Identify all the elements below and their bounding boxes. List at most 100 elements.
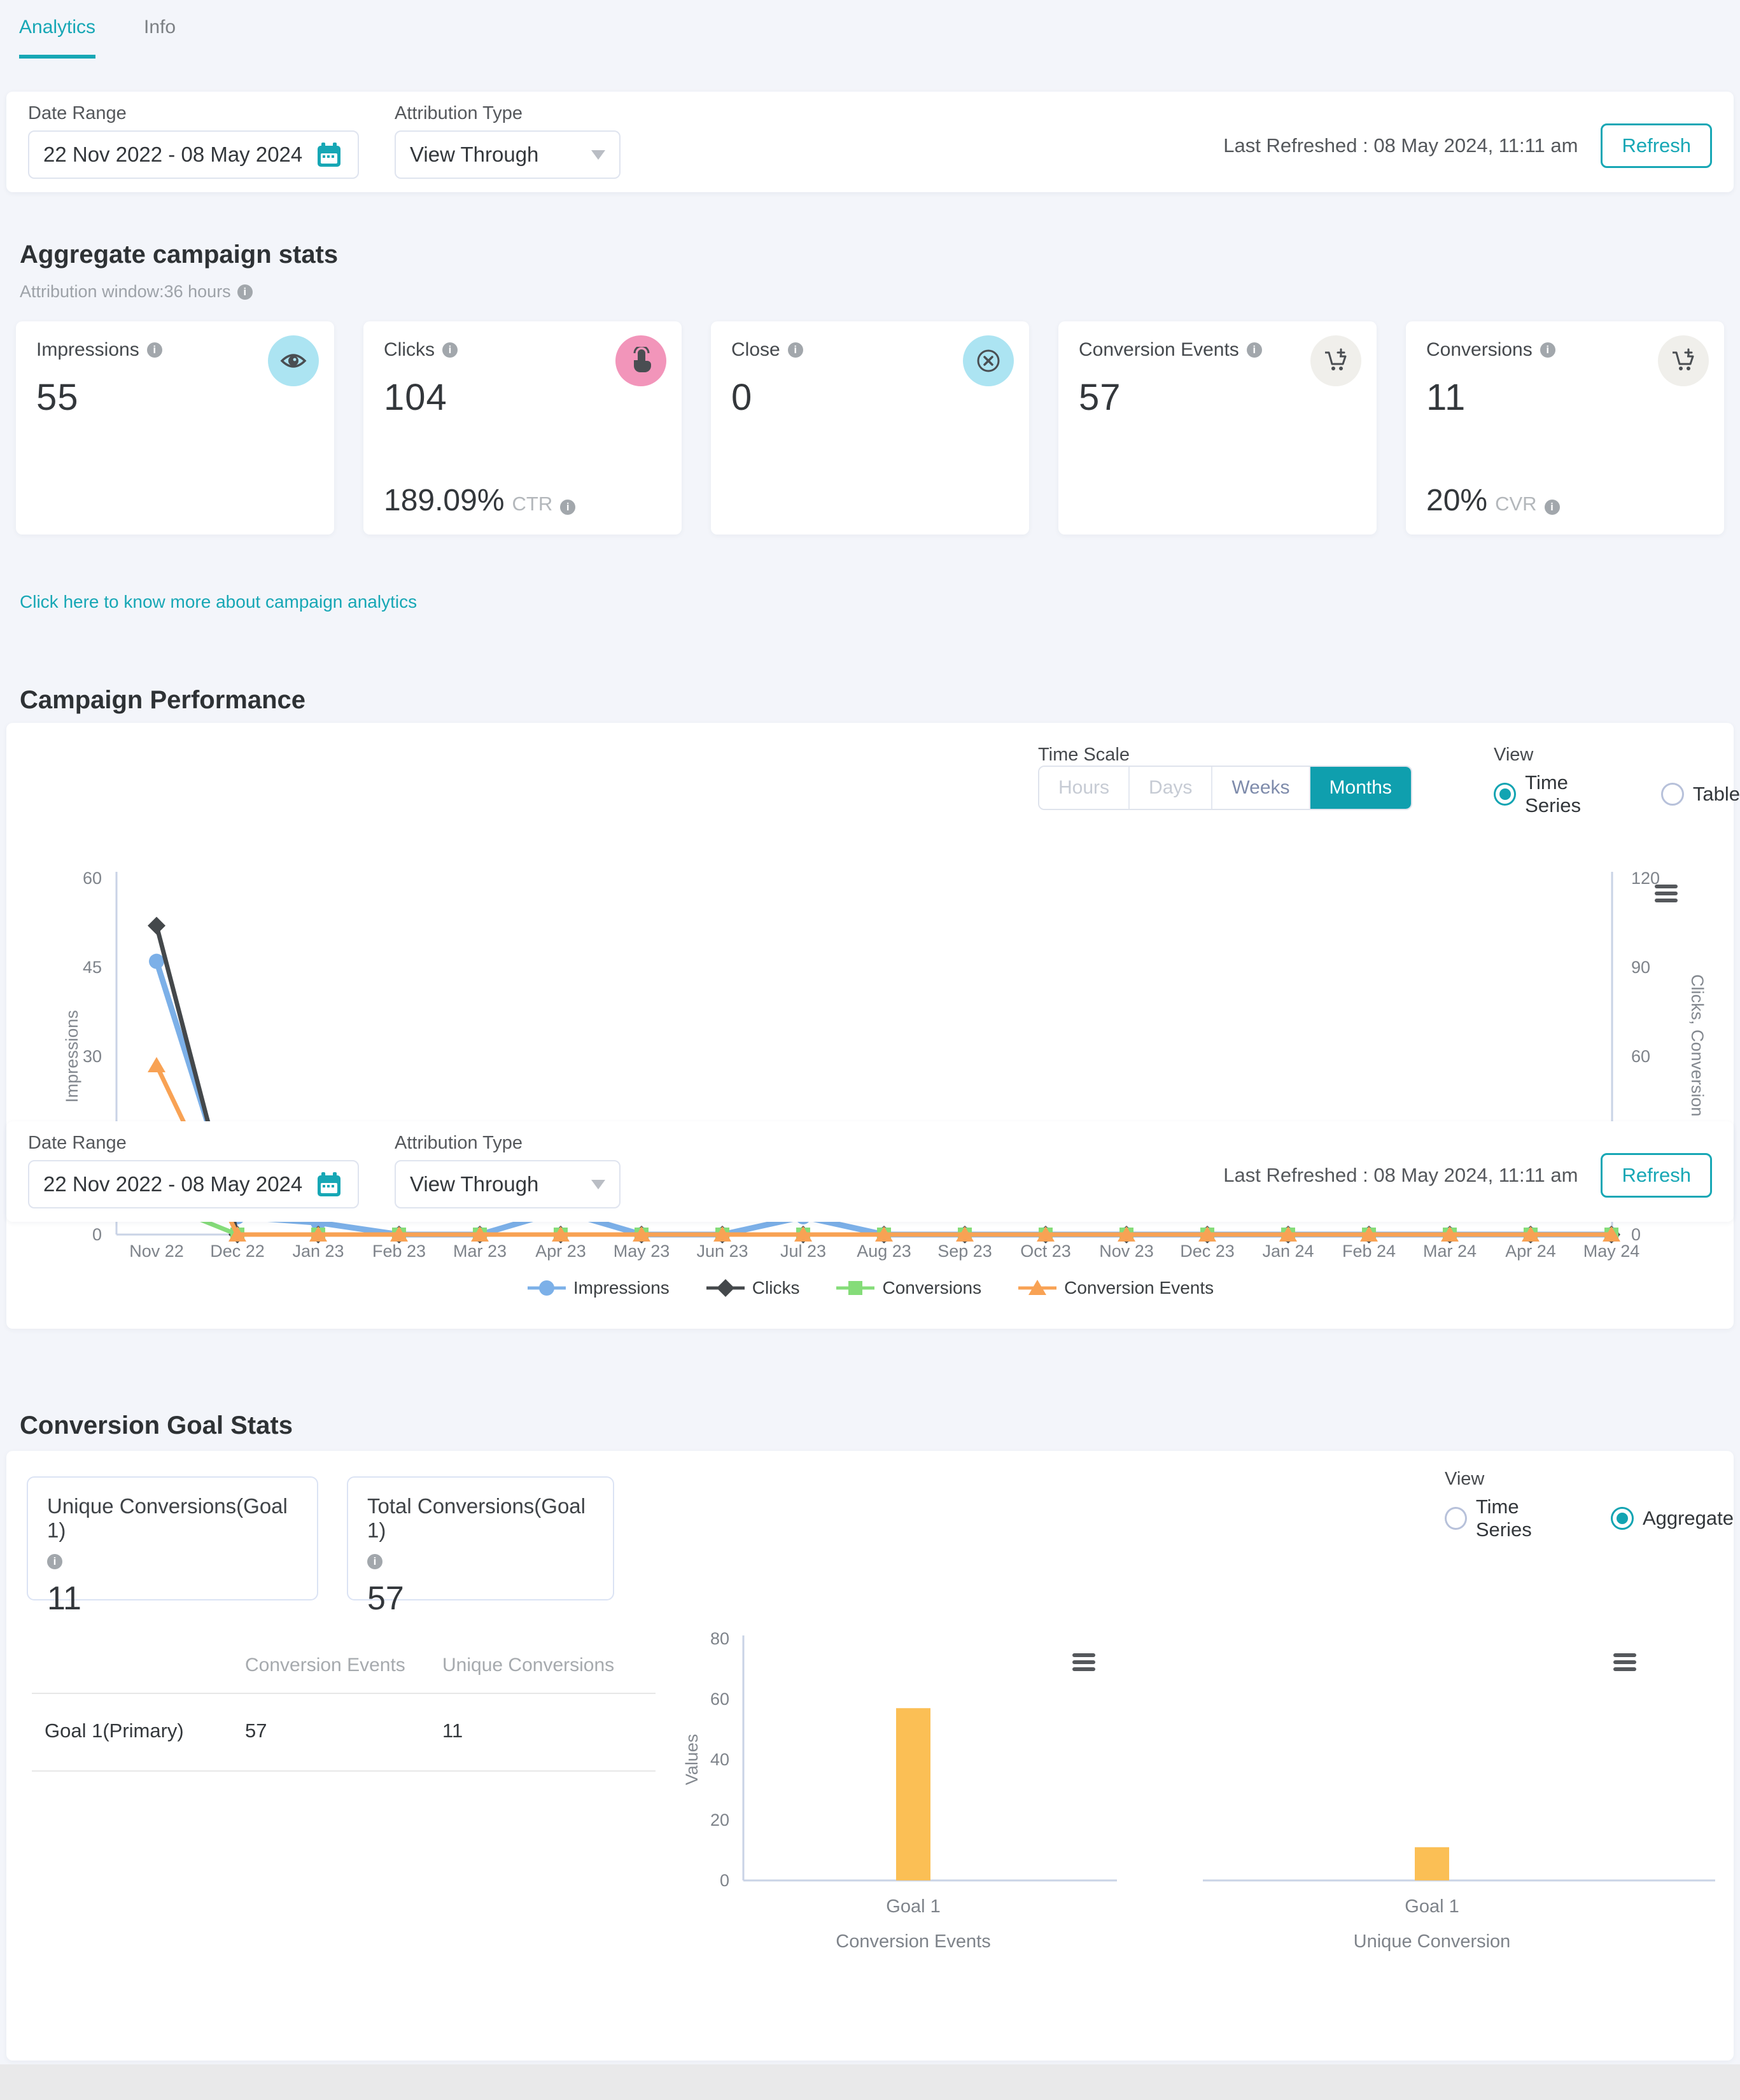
goal-card-value: 11 (47, 1580, 81, 1617)
stat-card-close: Close i 0 (711, 321, 1029, 535)
goal-unique-conversions: 11 (442, 1719, 463, 1742)
time-scale-months[interactable]: Months (1310, 767, 1411, 809)
stat-value: 104 (384, 377, 447, 418)
goal-conversion-events: 57 (245, 1719, 267, 1742)
svg-text:Jul 23: Jul 23 (780, 1242, 826, 1261)
refresh-button[interactable]: Refresh (1601, 123, 1712, 168)
bar-chart-menu-icon[interactable] (1613, 1653, 1636, 1671)
tap-icon (615, 335, 666, 386)
svg-text:Aug 23: Aug 23 (857, 1242, 911, 1261)
stat-label: Impressions (36, 339, 139, 360)
attribution-type-value: View Through (410, 1172, 539, 1196)
svg-text:Mar 24: Mar 24 (1423, 1242, 1477, 1261)
chart-menu-icon[interactable] (1655, 885, 1678, 902)
svg-text:60: 60 (83, 869, 102, 888)
circle-marker-icon (527, 1280, 566, 1296)
legend-item-clicks[interactable]: Clicks (705, 1278, 799, 1298)
stat-label: Conversion Events (1079, 339, 1239, 360)
legend-label: Impressions (573, 1278, 670, 1298)
chart-legend: Impressions Clicks Conversions Conversion E… (6, 1278, 1734, 1298)
goal-view-label: View (1445, 1469, 1485, 1489)
svg-text:0: 0 (92, 1225, 102, 1244)
cvr-label: CVR (1495, 493, 1537, 515)
radio-goal-time-series[interactable] (1445, 1507, 1467, 1530)
legend-item-conversion-events[interactable]: Conversion Events (1017, 1278, 1214, 1298)
tab-info[interactable]: Info (144, 17, 176, 38)
time-scale-weeks[interactable]: Weeks (1212, 767, 1310, 809)
svg-text:Jan 24: Jan 24 (1262, 1242, 1314, 1261)
info-icon[interactable]: i (1540, 342, 1555, 358)
date-range-input[interactable]: 22 Nov 2022 - 08 May 2024 (28, 1160, 359, 1208)
info-icon[interactable]: i (47, 1554, 62, 1569)
svg-text:20: 20 (710, 1810, 729, 1830)
date-range-value: 22 Nov 2022 - 08 May 2024 (43, 1172, 303, 1196)
radio-label: Time Series (1525, 771, 1582, 816)
goal-card-value: 57 (367, 1580, 404, 1617)
filter-bar: Date Range 22 Nov 2022 - 08 May 2024 Att… (6, 92, 1734, 192)
chevron-down-icon (591, 1179, 605, 1189)
goal-card-label: Unique Conversions(Goal 1) (47, 1494, 288, 1542)
svg-text:Goal 1: Goal 1 (1405, 1896, 1459, 1917)
bar-chart-menu-icon[interactable] (1072, 1653, 1095, 1671)
attribution-type-value: View Through (410, 143, 539, 166)
radio-goal-aggregate[interactable] (1610, 1507, 1634, 1530)
attribution-type-select[interactable]: View Through (395, 1160, 621, 1208)
tab-analytics[interactable]: Analytics (19, 17, 96, 59)
view-label: View (1494, 745, 1534, 765)
legend-item-conversions[interactable]: Conversions (835, 1278, 981, 1298)
calendar-icon[interactable] (314, 1170, 344, 1199)
legend-label: Conversion Events (1064, 1278, 1214, 1298)
time-scale-days[interactable]: Days (1130, 767, 1213, 809)
time-scale-hours[interactable]: Hours (1039, 767, 1130, 809)
info-icon[interactable]: i (442, 342, 458, 358)
info-icon[interactable]: i (146, 342, 162, 358)
footer-strip (0, 2064, 1740, 2100)
svg-text:Unique Conversion: Unique Conversion (1354, 1931, 1511, 1952)
sticky-filter-bar: Date Range 22 Nov 2022 - 08 May 2024 Att… (6, 1121, 1734, 1222)
calendar-icon[interactable] (314, 140, 344, 169)
conversion-events-bar-chart: 80 60 40 20 0 Values Goal 1 Conversion Events (682, 1629, 1117, 1952)
info-icon[interactable]: i (367, 1554, 382, 1569)
svg-text:Jun 23: Jun 23 (696, 1242, 748, 1261)
cvr-value: 20% (1426, 484, 1488, 517)
date-range-input[interactable]: 22 Nov 2022 - 08 May 2024 (28, 130, 359, 179)
svg-text:45: 45 (83, 958, 102, 977)
last-refreshed-text: Last Refreshed : 08 May 2024, 11:11 am (1223, 134, 1578, 157)
svg-text:Conversion Events: Conversion Events (836, 1931, 990, 1952)
svg-text:Oct 23: Oct 23 (1020, 1242, 1071, 1261)
goal-name: Goal 1(Primary) (45, 1719, 184, 1742)
info-icon[interactable]: i (787, 342, 803, 358)
stat-card-conversions: Conversions i 11 20% CVR i (1406, 321, 1724, 535)
legend-label: Conversions (882, 1278, 982, 1298)
square-marker-icon (836, 1281, 875, 1295)
attribution-window-text: Attribution window:36 hours (20, 282, 231, 301)
campaign-analytics-link[interactable]: Click here to know more about campaign a… (20, 592, 417, 612)
eye-icon (268, 335, 319, 386)
attribution-type-select[interactable]: View Through (395, 130, 621, 179)
info-icon[interactable]: i (1246, 342, 1262, 358)
radio-time-series[interactable] (1494, 783, 1517, 806)
unique-conversions-card: Unique Conversions(Goal 1) i 11 (27, 1476, 318, 1617)
stat-card-impressions: Impressions i 55 (16, 321, 334, 535)
cart-plus-icon (1310, 335, 1361, 386)
radio-label: Time Series (1475, 1495, 1532, 1541)
svg-text:Sep 23: Sep 23 (937, 1242, 992, 1261)
attribution-type-label: Attribution Type (395, 1133, 523, 1153)
svg-text:Feb 24: Feb 24 (1342, 1242, 1396, 1261)
svg-text:Mar 23: Mar 23 (453, 1242, 507, 1261)
goal-table: Conversion Events Unique Conversions Goa… (32, 1642, 656, 1772)
legend-item-impressions[interactable]: Impressions (526, 1278, 670, 1298)
svg-text:60: 60 (710, 1690, 729, 1709)
attribution-window-note: Attribution window:36 hours i (20, 282, 253, 302)
svg-text:Nov 22: Nov 22 (129, 1242, 184, 1261)
radio-table[interactable] (1660, 783, 1684, 806)
refresh-button[interactable]: Refresh (1601, 1153, 1712, 1198)
svg-text:Nov 23: Nov 23 (1099, 1242, 1154, 1261)
unique-conversion-bar-chart: Goal 1 Unique Conversion (1203, 1847, 1715, 1952)
info-icon[interactable]: i (1544, 500, 1560, 515)
info-icon[interactable]: i (560, 500, 576, 515)
stat-label: Close (731, 339, 780, 360)
info-icon[interactable]: i (237, 284, 253, 300)
stat-value: 57 (1079, 377, 1121, 418)
